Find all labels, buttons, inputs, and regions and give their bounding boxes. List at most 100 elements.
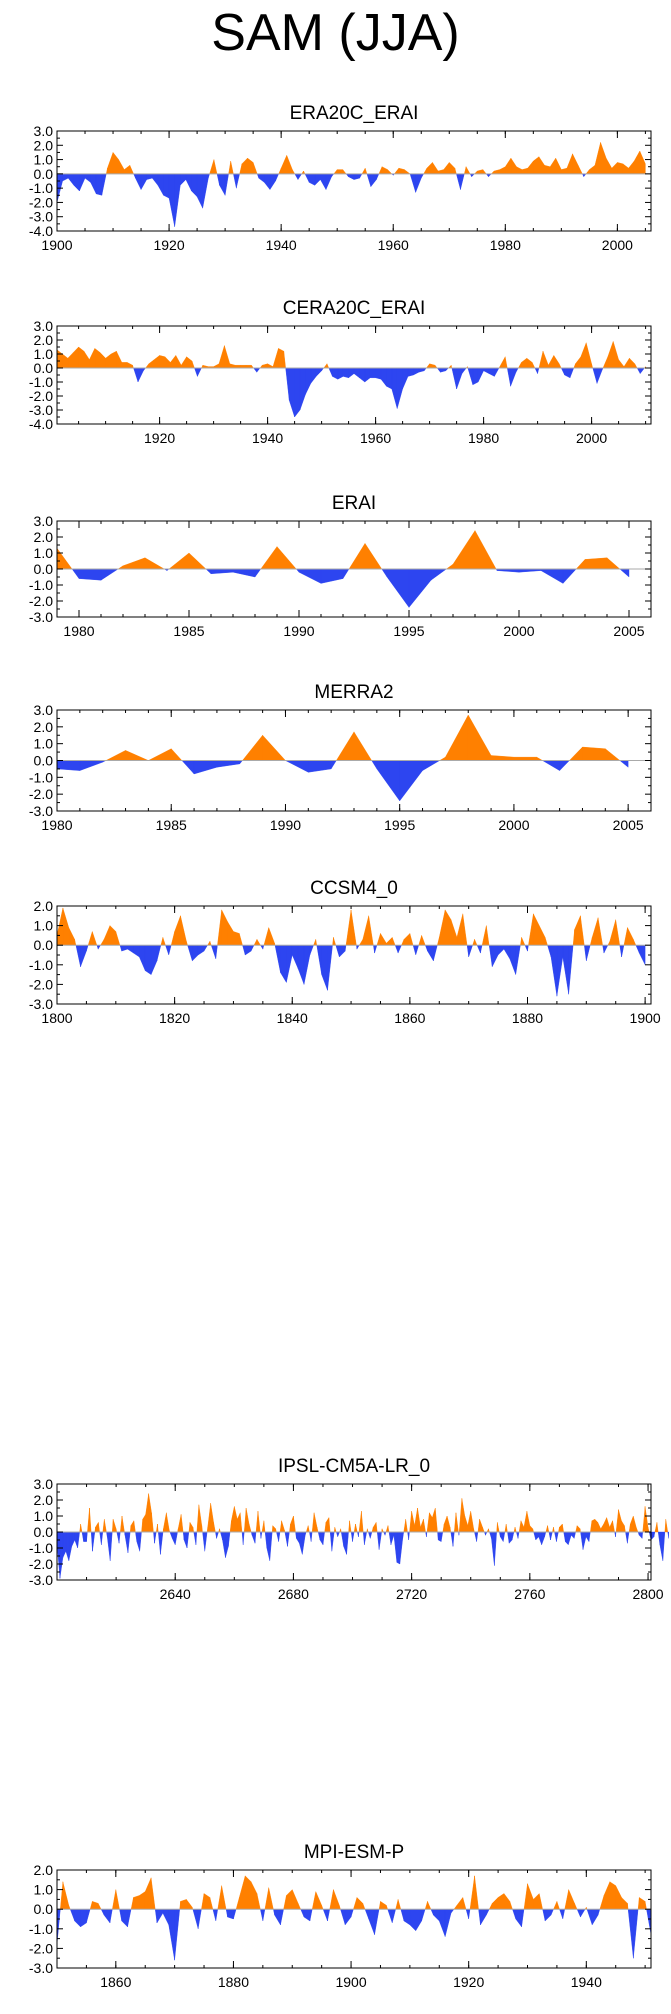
y-tick-label: 2.0	[34, 1862, 54, 1878]
x-tick-label: 1985	[156, 817, 187, 833]
y-tick-label: 1.0	[34, 346, 54, 362]
x-tick-label: 1960	[360, 430, 391, 446]
y-tick-label: 2.0	[34, 332, 54, 348]
x-tick-label: 2005	[613, 817, 644, 833]
positive-area	[105, 714, 621, 761]
panel-title: MPI-ESM-P	[304, 1842, 404, 1863]
positive-area	[106, 142, 646, 175]
x-tick-label: 1900	[335, 1974, 366, 1990]
y-tick-label: 1.0	[34, 545, 54, 561]
x-tick-label: 2005	[613, 623, 644, 639]
y-tick-label: -3.0	[29, 609, 53, 625]
x-tick-label: 1900	[41, 237, 72, 253]
x-tick-label: 1860	[394, 1010, 425, 1026]
y-tick-label: 0.0	[34, 753, 54, 769]
x-tick-label: 1880	[512, 1010, 543, 1026]
page-title: SAM (JJA)	[211, 4, 460, 62]
y-tick-label: 2.0	[34, 719, 54, 735]
panel-title: CCSM4_0	[310, 878, 398, 899]
y-tick-label: -2.0	[29, 194, 53, 210]
chart-panel-3: ERAI 3.02.01.00.0-1.0-2.0-3.0 1980 1985 1990…	[29, 493, 652, 639]
y-tick-label: -2.0	[29, 388, 53, 404]
x-tick-label: 1920	[144, 430, 175, 446]
positive-area	[60, 1875, 647, 1910]
x-tick-label: 1920	[153, 237, 184, 253]
x-tick-label: 1900	[630, 1010, 661, 1026]
x-tick-label: 2760	[514, 1586, 545, 1602]
negative-area	[75, 945, 646, 997]
y-tick-label: 0.0	[34, 1901, 54, 1917]
y-tick-label: -3.0	[29, 803, 53, 819]
x-tick-label: 1990	[270, 817, 301, 833]
y-tick-label: -3.0	[29, 402, 53, 418]
x-tick-label: 1820	[159, 1010, 190, 1026]
y-tick-label: -3.0	[29, 209, 53, 225]
y-tick-label: -4.0	[29, 223, 53, 239]
y-tick-label: -1.0	[29, 1540, 53, 1556]
y-tick-label: -3.0	[29, 996, 53, 1012]
y-tick-label: -3.0	[29, 1960, 53, 1976]
chart-panel-7: MPI-ESM-P 2.0 1.0 0.0 -1.0 -2.0 -3.0 1860 1880 19…	[29, 1842, 652, 1990]
negative-area	[56, 760, 629, 802]
y-tick-label: -1.0	[29, 957, 53, 973]
y-tick-label: -2.0	[29, 1556, 53, 1572]
y-tick-label: 0.0	[34, 1524, 54, 1540]
y-tick-label: 3.0	[34, 513, 54, 529]
x-tick-label: 2000	[576, 430, 607, 446]
y-tick-label: -1.0	[29, 769, 53, 785]
panel-title: ERA20C_ERAI	[290, 103, 419, 124]
y-tick-label: -2.0	[29, 593, 53, 609]
x-tick-label: 1920	[453, 1974, 484, 1990]
plot-frame	[56, 1869, 652, 1969]
y-tick-label: 0.0	[34, 937, 54, 953]
positive-area	[79, 1493, 668, 1533]
panel-title: MERRA2	[314, 682, 393, 703]
x-tick-label: 2800	[632, 1586, 663, 1602]
positive-area	[56, 341, 646, 369]
panel-title: CERA20C_ERAI	[283, 298, 426, 319]
x-tick-label: 2720	[396, 1586, 427, 1602]
y-tick-label: 0.0	[34, 360, 54, 376]
y-tick-label: -1.0	[29, 577, 53, 593]
y-tick-label: -4.0	[29, 416, 53, 432]
x-tick-label: 1880	[218, 1974, 249, 1990]
x-tick-label: 2680	[278, 1586, 309, 1602]
x-tick-label: 2000	[503, 623, 534, 639]
x-tick-label: 1990	[283, 623, 314, 639]
panel-title: IPSL-CM5A-LR_0	[278, 1456, 430, 1477]
chart-panel-2: CERA20C_ERAI 3.02.01.00.0-1.0-2.0-3.0-4.0…	[29, 298, 652, 446]
y-tick-label: 2.0	[34, 529, 54, 545]
x-tick-label: 1960	[378, 237, 409, 253]
negative-area	[71, 568, 630, 609]
x-tick-label: 1995	[393, 623, 424, 639]
y-tick-label: 2.0	[34, 1492, 54, 1508]
x-tick-label: 1940	[266, 237, 297, 253]
y-tick-label: 1.0	[34, 1508, 54, 1524]
x-tick-label: 1980	[41, 817, 72, 833]
negative-area	[56, 1531, 669, 1579]
y-tick-label: 3.0	[34, 702, 54, 718]
y-tick-label: -2.0	[29, 1940, 53, 1956]
y-tick-label: 0.0	[34, 166, 54, 182]
y-tick-label: 1.0	[34, 152, 54, 168]
positive-area	[56, 529, 621, 570]
positive-area	[56, 907, 637, 946]
plot-frame	[56, 130, 652, 232]
x-tick-label: 1980	[63, 623, 94, 639]
y-tick-label: 2.0	[34, 137, 54, 153]
y-tick-label: 1.0	[34, 918, 54, 934]
y-tick-label: 1.0	[34, 736, 54, 752]
chart-panel-1: ERA20C_ERAI3.02.01.00.0-1.0-2.0-3.0-4.01…	[29, 103, 652, 253]
panel-title: ERAI	[332, 493, 376, 514]
x-tick-label: 1985	[173, 623, 204, 639]
y-tick-label: -1.0	[29, 180, 53, 196]
x-tick-label: 2000	[602, 237, 633, 253]
x-tick-label: 1800	[41, 1010, 72, 1026]
x-tick-label: 1980	[490, 237, 521, 253]
x-tick-label: 2000	[498, 817, 529, 833]
x-tick-label: 1940	[252, 430, 283, 446]
x-tick-label: 1995	[384, 817, 415, 833]
plot-frame	[56, 325, 652, 425]
